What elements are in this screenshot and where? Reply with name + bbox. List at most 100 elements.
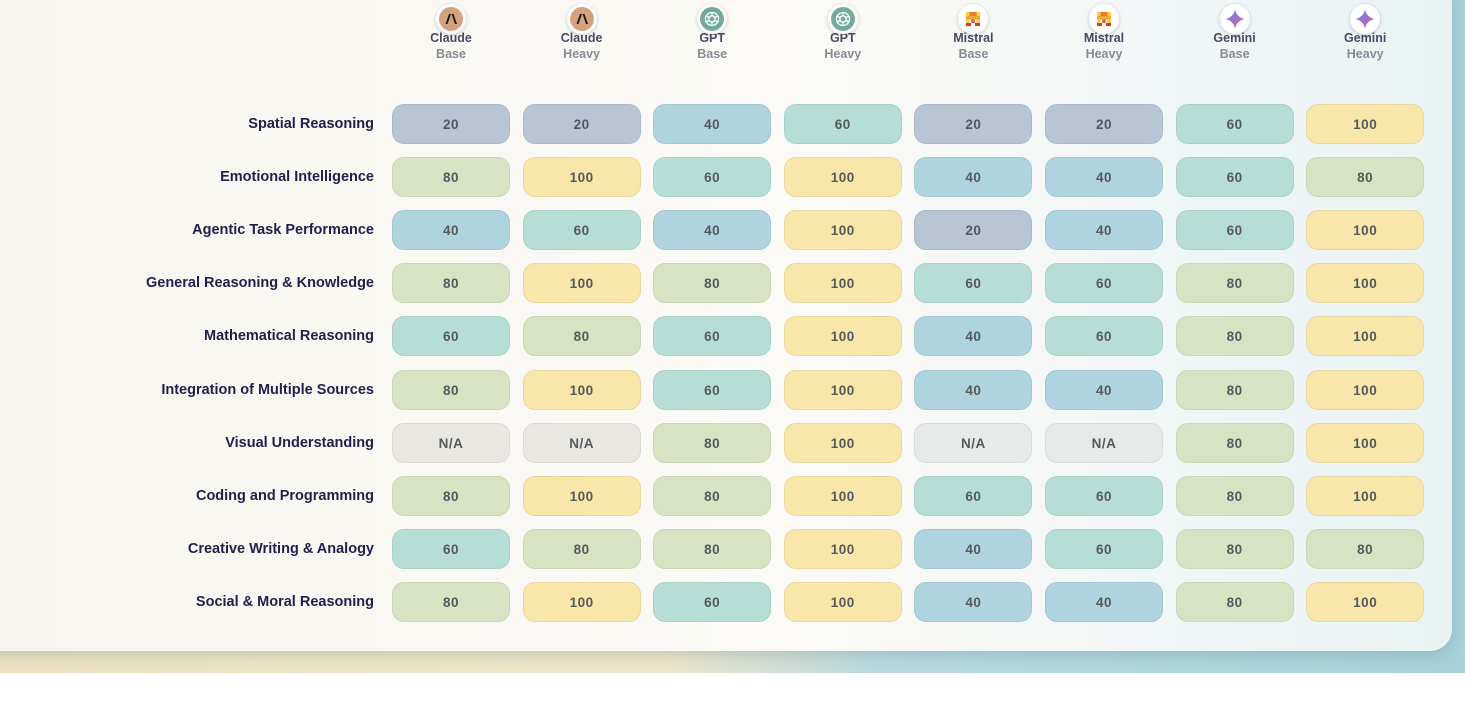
column-variant: Base xyxy=(436,47,466,61)
score-cell: 40 xyxy=(1045,369,1163,410)
score-cell: 60 xyxy=(1175,104,1294,144)
score-cell: 40 xyxy=(914,157,1033,198)
column-model-name: Mistral xyxy=(1083,31,1125,45)
score-cell: 100 xyxy=(522,263,641,304)
score-cell: 60 xyxy=(392,316,510,357)
score-cell: N/A xyxy=(914,422,1033,463)
score-cell: 60 xyxy=(653,316,772,357)
score-cell: 80 xyxy=(653,422,772,463)
score-cell: 40 xyxy=(914,581,1033,622)
score-cell: 60 xyxy=(1175,210,1294,251)
column-variant: Heavy xyxy=(1085,47,1123,61)
score-cell: 20 xyxy=(522,104,641,144)
score-cell: 20 xyxy=(1045,104,1163,144)
score-cell: 80 xyxy=(1175,581,1294,622)
openai-icon xyxy=(697,4,728,34)
score-cell: 20 xyxy=(914,104,1033,144)
row-label: General Reasoning & Knowledge xyxy=(145,275,374,292)
row-label: Agentic Task Performance xyxy=(192,222,374,239)
column-header: Mistral Heavy xyxy=(1039,4,1169,62)
score-cell: 40 xyxy=(1045,157,1163,198)
gemini-icon xyxy=(1350,4,1381,34)
column-header: Claude Base xyxy=(386,4,516,62)
column-model-name: Mistral xyxy=(953,31,994,45)
column-header: Gemini Base xyxy=(1170,4,1300,62)
score-cell: 60 xyxy=(1045,263,1163,304)
column-model-name: Gemini xyxy=(1213,31,1256,45)
score-cell: 60 xyxy=(392,528,510,569)
score-cell: 60 xyxy=(914,263,1033,304)
column-variant: Base xyxy=(958,47,989,61)
score-cell: 80 xyxy=(392,475,510,516)
column-variant: Base xyxy=(697,47,728,61)
score-cell: 100 xyxy=(1306,422,1425,463)
column-header: Gemini Heavy xyxy=(1300,4,1430,62)
column-model-name: Claude xyxy=(560,31,603,45)
openai-icon xyxy=(827,4,858,34)
score-cell: 100 xyxy=(1306,210,1425,251)
score-cell: 100 xyxy=(1306,316,1425,357)
score-cell: 80 xyxy=(522,528,641,569)
column-header: GPT Base xyxy=(647,4,777,62)
score-cell: 100 xyxy=(1306,104,1425,144)
score-cell: 80 xyxy=(653,475,772,516)
score-cell: 100 xyxy=(1306,369,1425,410)
column-variant: Heavy xyxy=(1346,47,1384,61)
score-cell: 40 xyxy=(914,528,1033,569)
anthropic-icon xyxy=(566,4,597,34)
score-cell: 100 xyxy=(783,581,902,622)
mistral-icon xyxy=(1089,4,1119,34)
column-header: Claude Heavy xyxy=(517,4,647,62)
row-label: Social & Moral Reasoning xyxy=(195,593,374,610)
score-cell: 60 xyxy=(653,369,772,410)
score-cell: 40 xyxy=(653,104,772,144)
gemini-icon xyxy=(1219,4,1250,34)
score-cell: 100 xyxy=(522,581,641,622)
score-cell: 20 xyxy=(914,210,1033,251)
score-cell: N/A xyxy=(522,422,641,463)
score-cell: 80 xyxy=(653,528,772,569)
score-cell: 60 xyxy=(1045,475,1163,516)
score-cell: 40 xyxy=(914,316,1033,357)
column-model-name: GPT xyxy=(829,31,856,45)
score-cell: 100 xyxy=(783,210,902,251)
score-cell: 80 xyxy=(1175,369,1294,410)
score-cell: 80 xyxy=(1306,157,1425,198)
score-cell: 100 xyxy=(522,369,641,410)
score-cell: 100 xyxy=(783,316,902,357)
score-cell: 80 xyxy=(392,581,510,622)
row-label: Visual Understanding xyxy=(225,434,374,451)
score-cell: 100 xyxy=(1306,581,1425,622)
score-cell: 80 xyxy=(653,263,772,304)
score-cell: 60 xyxy=(653,157,772,198)
column-variant: Base xyxy=(1219,47,1250,61)
score-cell: 100 xyxy=(522,475,641,516)
column-variant: Heavy xyxy=(563,47,601,61)
score-cell: 80 xyxy=(522,316,641,357)
score-cell: 40 xyxy=(1045,581,1163,622)
score-cell: 80 xyxy=(1175,528,1294,569)
score-cell: 100 xyxy=(783,475,902,516)
score-cell: 60 xyxy=(1175,157,1294,198)
row-label: Spatial Reasoning xyxy=(248,116,374,132)
score-cell: 80 xyxy=(1306,528,1425,569)
score-cell: N/A xyxy=(392,422,510,463)
score-cell: 40 xyxy=(914,369,1033,410)
score-cell: 60 xyxy=(783,104,902,144)
row-label: Mathematical Reasoning xyxy=(203,328,374,345)
column-header: Mistral Base xyxy=(908,4,1038,62)
score-cell: 100 xyxy=(1306,475,1425,516)
score-cell: 100 xyxy=(522,157,641,198)
score-cell: 100 xyxy=(783,369,902,410)
score-cell: 100 xyxy=(783,528,902,569)
column-model-name: Gemini xyxy=(1344,31,1387,45)
score-cell: 80 xyxy=(392,263,510,304)
score-cell: 20 xyxy=(392,104,510,144)
score-cell: 40 xyxy=(392,210,510,251)
score-cell: 60 xyxy=(1045,316,1163,357)
column-model-name: GPT xyxy=(699,31,726,45)
score-cell: 100 xyxy=(783,263,902,304)
score-cell: 60 xyxy=(522,210,641,251)
row-label: Coding and Programming xyxy=(195,487,374,504)
column-variant: Heavy xyxy=(824,47,862,61)
